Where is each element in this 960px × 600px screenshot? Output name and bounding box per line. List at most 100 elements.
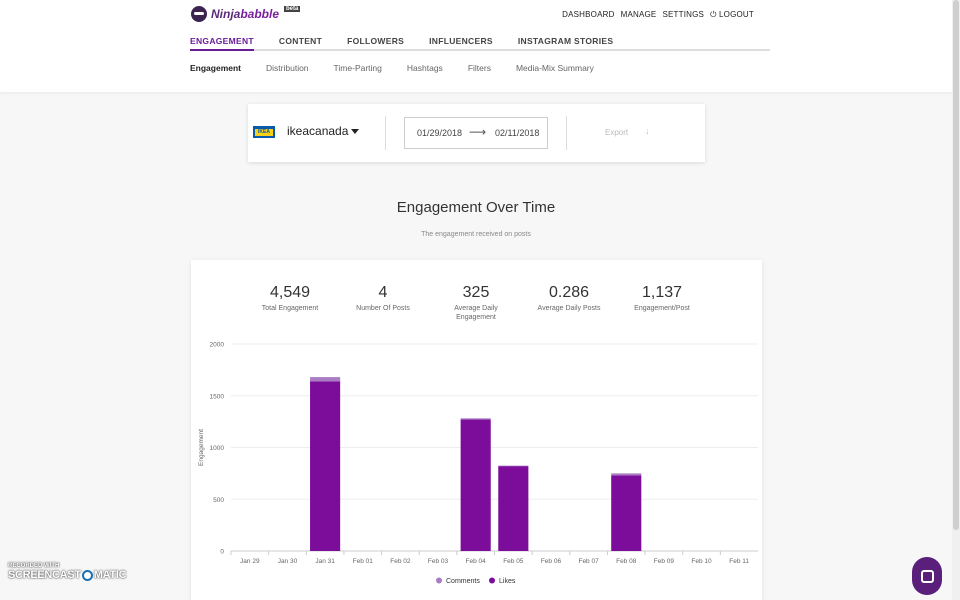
arrow-right-icon: ⟶ bbox=[469, 125, 487, 139]
logo-text-light: Ninja bbox=[211, 7, 241, 21]
bar-comments bbox=[611, 473, 642, 476]
x-tick-label: Feb 06 bbox=[541, 558, 562, 565]
legend-marker bbox=[436, 577, 442, 584]
tab-instagram-stories[interactable]: INSTAGRAM STORIES bbox=[517, 36, 614, 46]
x-tick-label: Jan 29 bbox=[240, 558, 260, 565]
subtab-distribution[interactable]: Distribution bbox=[266, 63, 309, 73]
tab-content[interactable]: CONTENT bbox=[278, 36, 323, 46]
legend-marker bbox=[489, 577, 495, 584]
caret-down-icon[interactable] bbox=[351, 128, 360, 134]
y-axis-label: Engagement bbox=[198, 429, 205, 466]
x-tick-label: Jan 30 bbox=[278, 558, 298, 565]
engagement-card: 4,549 Total Engagement 4 Number Of Posts… bbox=[191, 260, 762, 600]
beta-badge: beta bbox=[284, 6, 301, 12]
section-subtitle: The engagement received on posts bbox=[421, 231, 531, 238]
stat-engagement-per-post: 1,137 Engagement/Post bbox=[612, 284, 712, 313]
tab-influencers[interactable]: INFLUENCERS bbox=[429, 36, 493, 46]
x-tick-label: Feb 02 bbox=[390, 558, 411, 565]
stat-average-daily-engagement: 325 Average Daily Engagement bbox=[426, 284, 526, 322]
bar-comments bbox=[460, 418, 491, 420]
subtab-hashtags[interactable]: Hashtags bbox=[406, 63, 443, 73]
nav-manage[interactable]: MANAGE bbox=[620, 10, 657, 19]
stat-label: Number Of Posts bbox=[356, 305, 410, 312]
stat-total-engagement: 4,549 Total Engagement bbox=[240, 284, 340, 313]
brand-logo-text: IKEA bbox=[255, 128, 273, 136]
account-selector[interactable]: ikeacanada bbox=[287, 124, 360, 138]
nav-logout[interactable]: ⏻ LOGOUT bbox=[710, 10, 754, 19]
stat-value: 0.286 bbox=[548, 284, 590, 301]
x-tick-label: Jan 31 bbox=[315, 558, 335, 565]
chat-icon bbox=[920, 569, 934, 583]
y-tick-label: 1000 bbox=[210, 445, 225, 452]
app-logo[interactable]: Ninjababble beta bbox=[191, 6, 301, 22]
divider bbox=[385, 116, 386, 150]
legend-label: Comments bbox=[446, 578, 480, 585]
logo-text-bold: babble bbox=[240, 7, 280, 21]
stat-value: 325 bbox=[462, 284, 490, 301]
sub-tabs: Engagement Distribution Time-Parting Has… bbox=[190, 63, 594, 73]
date-to[interactable]: 02/11/2018 bbox=[495, 128, 540, 138]
subtab-media-mix-summary[interactable]: Media-Mix Summary bbox=[515, 63, 594, 73]
subtab-engagement[interactable]: Engagement bbox=[190, 63, 242, 73]
bar-comments bbox=[498, 465, 529, 467]
tab-engagement[interactable]: ENGAGEMENT bbox=[190, 35, 254, 51]
stat-label: Average Daily Engagement bbox=[454, 305, 498, 321]
ninja-icon bbox=[191, 6, 207, 22]
nav-dashboard[interactable]: DASHBOARD bbox=[562, 10, 615, 19]
top-nav: DASHBOARD MANAGE SETTINGS ⏻ LOGOUT bbox=[562, 10, 754, 20]
x-tick-label: Feb 05 bbox=[503, 558, 524, 565]
watermark-brand-left: SCREENCAST bbox=[8, 569, 81, 581]
x-tick-label: Feb 01 bbox=[353, 558, 374, 565]
subtab-time-parting[interactable]: Time-Parting bbox=[333, 63, 382, 73]
x-tick-label: Feb 11 bbox=[729, 558, 749, 565]
bar-comments bbox=[310, 377, 341, 382]
stat-label: Engagement/Post bbox=[634, 305, 690, 312]
x-tick-label: Feb 10 bbox=[691, 558, 712, 565]
record-icon bbox=[81, 569, 93, 581]
scrollbar-thumb[interactable] bbox=[953, 0, 959, 530]
stat-value: 4 bbox=[378, 284, 388, 301]
stat-value: 1,137 bbox=[641, 284, 683, 301]
x-tick-label: Feb 07 bbox=[578, 558, 599, 565]
filter-bar: IKEA ikeacanada 01/29/2018 ⟶ 02/11/2018 … bbox=[248, 104, 705, 162]
stat-label: Total Engagement bbox=[261, 305, 319, 312]
recording-watermark: RECORDED WITH SCREENCAST MATIC bbox=[8, 563, 127, 581]
download-icon[interactable]: ↓ bbox=[645, 126, 650, 136]
watermark-brand: SCREENCAST MATIC bbox=[8, 569, 127, 581]
header: Ninjababble beta DASHBOARD MANAGE SETTIN… bbox=[0, 0, 960, 92]
main-tabs: ENGAGEMENT CONTENT FOLLOWERS INFLUENCERS… bbox=[190, 35, 770, 51]
tab-followers[interactable]: FOLLOWERS bbox=[347, 36, 405, 46]
stat-average-daily-posts: 0.286 Average Daily Posts bbox=[519, 284, 619, 313]
x-tick-label: Feb 08 bbox=[616, 558, 637, 565]
engagement-chart: 0 500 1000 1500 2000 Engagement Jan 29 Jan 30 Ja… bbox=[198, 342, 758, 585]
y-tick-label: 0 bbox=[220, 549, 224, 556]
watermark-caption: RECORDED WITH bbox=[8, 563, 60, 569]
legend-label: Likes bbox=[499, 578, 516, 585]
export-button[interactable]: Export bbox=[605, 128, 629, 137]
brand-logo: IKEA bbox=[253, 126, 275, 138]
divider bbox=[566, 116, 567, 150]
logo-text: Ninjababble bbox=[211, 7, 279, 21]
x-tick-label: Feb 04 bbox=[466, 558, 487, 565]
stat-number-of-posts: 4 Number Of Posts bbox=[333, 284, 433, 313]
x-tick-label: Feb 03 bbox=[428, 558, 449, 565]
bar-likes bbox=[310, 381, 341, 551]
y-tick-label: 500 bbox=[213, 497, 224, 504]
bar-likes bbox=[611, 475, 642, 551]
watermark-brand-right: MATIC bbox=[93, 569, 127, 581]
account-name: ikeacanada bbox=[287, 124, 349, 138]
stat-label: Average Daily Posts bbox=[537, 305, 601, 312]
bar-likes bbox=[460, 419, 491, 551]
x-tick-label: Feb 09 bbox=[654, 558, 675, 565]
y-tick-label: 2000 bbox=[210, 342, 225, 349]
date-from[interactable]: 01/29/2018 bbox=[417, 128, 463, 138]
subtab-filters[interactable]: Filters bbox=[467, 63, 491, 73]
chat-button[interactable] bbox=[912, 557, 942, 595]
nav-settings[interactable]: SETTINGS bbox=[662, 10, 705, 19]
section-title: Engagement Over Time bbox=[396, 199, 556, 216]
stat-value: 4,549 bbox=[269, 284, 311, 301]
bar-likes bbox=[498, 466, 529, 551]
date-range-picker[interactable]: 01/29/2018 ⟶ 02/11/2018 bbox=[404, 117, 548, 149]
y-tick-label: 1500 bbox=[210, 393, 225, 400]
